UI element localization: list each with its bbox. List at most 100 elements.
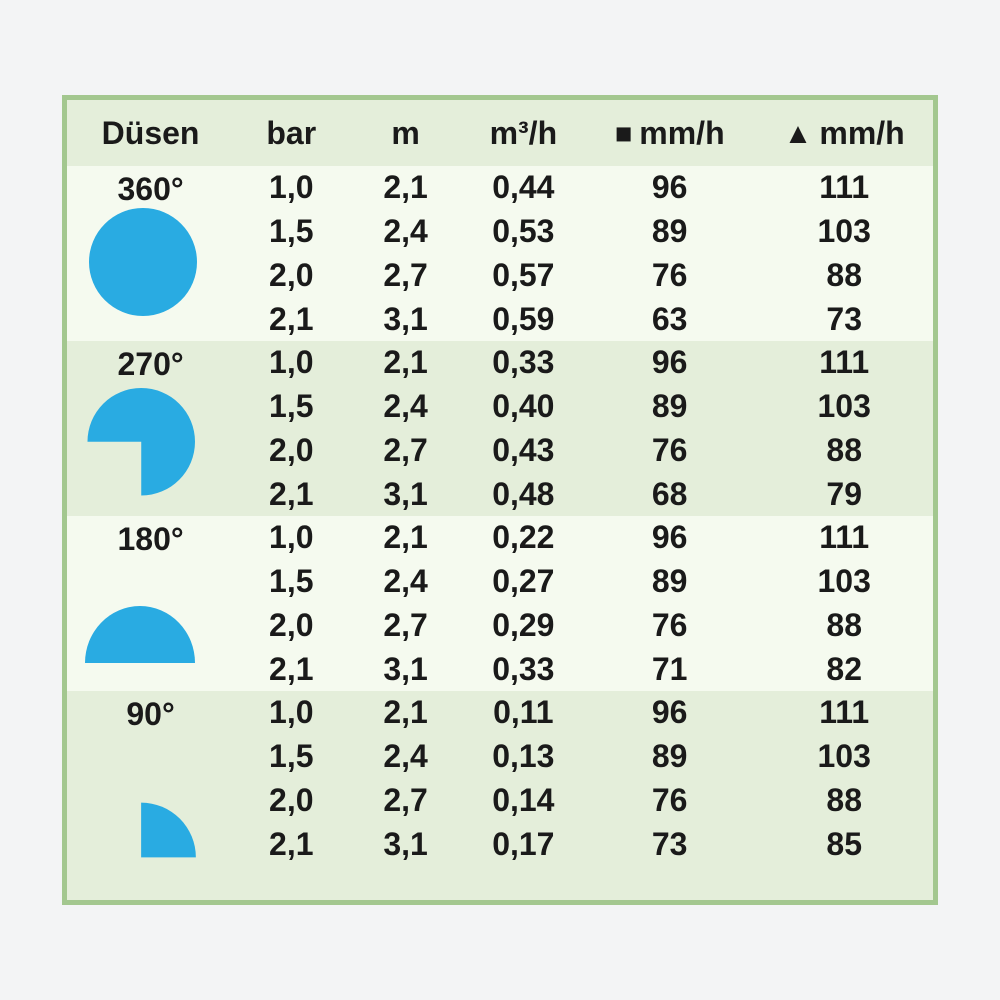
cell-m: 2,4: [383, 738, 428, 775]
table-header: Düsen bar m m³/h ■ mm/h ▲ mm/h: [67, 100, 933, 166]
cell-bar: 2,1: [269, 825, 314, 862]
cell-mmh-triangle: 111: [819, 344, 870, 381]
cell-m3h: 0,33: [492, 650, 555, 687]
cell-m: 2,7: [383, 606, 428, 643]
cell-mmh-square: 76: [651, 431, 688, 468]
cell-mmh-square: 96: [651, 694, 688, 731]
table-row: 2,1 3,1 0,48 68 79: [67, 472, 933, 516]
cell-m3h: 0,27: [492, 563, 555, 600]
cell-mmh-triangle: 103: [817, 213, 871, 250]
duesen-cell: 360°: [67, 166, 234, 341]
cell-mmh-square: 89: [651, 388, 688, 425]
square-icon: ■: [614, 117, 633, 150]
cell-mmh-square: 89: [651, 213, 688, 250]
table-row: 2,0 2,7 0,14 76 88: [67, 779, 933, 823]
header-m3h: m³/h: [462, 100, 584, 166]
cell-mmh-triangle: 88: [826, 781, 862, 818]
cell-m: 2,1: [383, 344, 428, 381]
cell-m: 2,1: [383, 519, 428, 556]
duesen-cell: 270°: [67, 341, 234, 516]
nozzle-table: Düsen bar m m³/h ■ mm/h ▲ mm/h 360° 1,0 2: [67, 100, 933, 866]
cell-m: 2,4: [383, 563, 428, 600]
cell-m: 2,7: [383, 256, 428, 293]
cell-bar: 2,0: [269, 431, 314, 468]
cell-bar: 1,0: [269, 169, 314, 206]
cell-mmh-square: 73: [651, 825, 688, 862]
cell-m3h: 0,40: [492, 388, 555, 425]
table-row: 2,0 2,7 0,43 76 88: [67, 429, 933, 473]
cell-mmh-triangle: 88: [826, 606, 862, 643]
cell-mmh-square: 76: [651, 256, 688, 293]
cell-mmh-square: 71: [651, 650, 688, 687]
nozzle-group-270deg: 270° 1,0 2,1 0,33 96 111 1,5 2,4 0,40 89 103 2,0 2,7…: [67, 341, 933, 516]
cell-bar: 2,1: [269, 300, 314, 337]
table-row: 1,5 2,4 0,53 89 103: [67, 210, 933, 254]
cell-mmh-triangle: 88: [826, 256, 862, 293]
cell-m: 2,4: [383, 213, 428, 250]
header-mmh-triangle-label: mm/h: [819, 114, 905, 151]
cell-mmh-triangle: 73: [826, 300, 862, 337]
cell-bar: 1,5: [269, 563, 314, 600]
cell-m3h: 0,48: [492, 475, 555, 512]
cell-m: 2,1: [383, 694, 428, 731]
header-m3h-label: m³/h: [489, 114, 558, 151]
cell-bar: 2,0: [269, 606, 314, 643]
cell-m3h: 0,57: [492, 256, 555, 293]
cell-mmh-triangle: 85: [826, 825, 862, 862]
cell-m: 3,1: [383, 825, 428, 862]
sector-270-icon: [83, 388, 195, 500]
cell-mmh-triangle: 79: [826, 475, 862, 512]
header-mmh-square: ■ mm/h: [583, 100, 756, 166]
table-row: 2,1 3,1 0,17 73 85: [67, 822, 933, 866]
header-mmh-triangle: ▲ mm/h: [755, 100, 933, 166]
duesen-cell: 90°: [67, 691, 234, 866]
cell-bar: 2,0: [269, 256, 314, 293]
cell-m: 2,1: [383, 169, 428, 206]
cell-m3h: 0,44: [492, 169, 555, 206]
cell-m3h: 0,17: [492, 825, 555, 862]
cell-mmh-square: 76: [651, 606, 688, 643]
cell-bar: 1,0: [269, 694, 314, 731]
cell-bar: 1,0: [269, 344, 314, 381]
cell-mmh-triangle: 103: [817, 388, 871, 425]
table-row: 90° 1,0 2,1 0,11 96 111: [67, 691, 933, 858]
cell-m3h: 0,22: [492, 519, 555, 556]
table-row: 360° 1,0 2,1 0,44 96 111: [67, 166, 933, 316]
cell-m: 3,1: [383, 300, 428, 337]
cell-m3h: 0,11: [493, 694, 554, 731]
sector-360-icon: [89, 208, 197, 316]
table-row: 2,0 2,7 0,29 76 88: [67, 604, 933, 648]
cell-bar: 1,5: [269, 388, 314, 425]
cell-mmh-square: 68: [651, 475, 688, 512]
cell-mmh-triangle: 111: [819, 519, 870, 556]
cell-m: 2,7: [383, 781, 428, 818]
nozzle-angle-label: 90°: [126, 696, 175, 732]
cell-m: 3,1: [383, 475, 428, 512]
nozzle-group-360deg: 360° 1,0 2,1 0,44 96 111 1,5 2,4 0,53 89 103 2,0 2,7…: [67, 166, 933, 341]
cell-m: 2,4: [383, 388, 428, 425]
cell-m3h: 0,43: [492, 431, 555, 468]
cell-mmh-triangle: 111: [819, 694, 870, 731]
triangle-icon: ▲: [783, 117, 813, 150]
table-row: 1,5 2,4 0,13 89 103: [67, 735, 933, 779]
cell-mmh-triangle: 88: [826, 431, 862, 468]
table-row: 180° 1,0 2,1 0,22 96 111: [67, 516, 933, 663]
header-mmh-square-label: mm/h: [639, 114, 725, 151]
table-row: 2,1 3,1 0,59 63 73: [67, 297, 933, 341]
nozzle-performance-table: Düsen bar m m³/h ■ mm/h ▲ mm/h 360° 1,0 2: [62, 95, 938, 905]
cell-bar: 2,0: [269, 781, 314, 818]
cell-bar: 1,5: [269, 213, 314, 250]
cell-mmh-square: 76: [651, 781, 688, 818]
cell-m: 2,7: [383, 431, 428, 468]
cell-m3h: 0,14: [492, 781, 555, 818]
cell-mmh-square: 89: [651, 563, 688, 600]
sector-90-icon: [140, 799, 197, 861]
duesen-cell: 180°: [67, 516, 234, 691]
nozzle-angle-label: 270°: [117, 346, 184, 382]
header-duesen: Düsen: [67, 100, 235, 166]
header-m: m: [348, 100, 463, 166]
cell-m3h: 0,53: [492, 213, 555, 250]
table-row: 1,5 2,4 0,27 89 103: [67, 560, 933, 604]
cell-m3h: 0,59: [492, 300, 555, 337]
cell-m3h: 0,13: [492, 738, 555, 775]
